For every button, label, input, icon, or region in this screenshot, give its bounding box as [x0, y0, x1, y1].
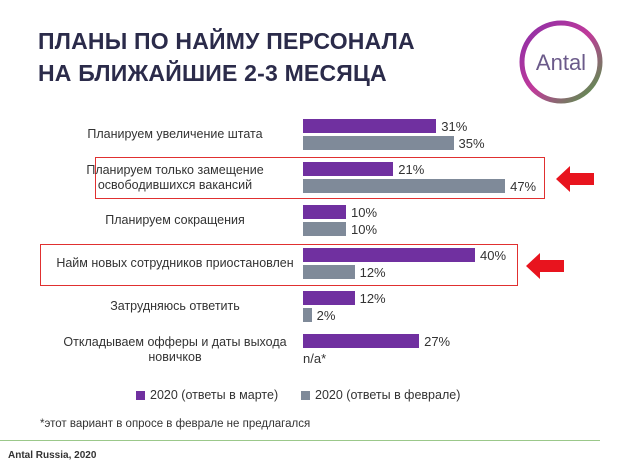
- bar: [303, 119, 437, 133]
- bar: [303, 222, 346, 236]
- category-label: Откладываем офферы и даты выхода новичко…: [63, 334, 287, 364]
- legend-swatch: [301, 391, 310, 400]
- highlight-box: [40, 244, 518, 286]
- legend-label: 2020 (ответы в марте): [150, 388, 279, 402]
- value-label: 27%: [424, 334, 451, 349]
- value-label: 40%: [480, 248, 507, 263]
- value-label: 10%: [351, 222, 378, 237]
- footnote: *этот вариант в опросе в феврале не пред…: [40, 418, 311, 430]
- value-label: 35%: [458, 136, 485, 151]
- bar: [303, 205, 346, 219]
- arrow: [526, 253, 564, 279]
- bar: [303, 265, 355, 279]
- value-label: 2%: [316, 308, 336, 323]
- value-label: 12%: [359, 265, 386, 280]
- category-label: Затрудняюсь ответить: [110, 299, 240, 313]
- bar: [303, 248, 475, 262]
- bar: [303, 162, 394, 176]
- highlight-box: [95, 157, 545, 199]
- legend-label: 2020 (ответы в феврале): [315, 388, 461, 402]
- title-line: НА БЛИЖАЙШИЕ 2-3 МЕСЯЦА: [38, 60, 387, 86]
- category-label: Планируем только замещение освободившихс…: [86, 162, 264, 192]
- bar: [303, 136, 454, 150]
- bar: [303, 291, 355, 305]
- arrow: [556, 166, 594, 192]
- category-label: Найм новых сотрудников приостановлен: [56, 256, 294, 270]
- value-label: 47%: [510, 179, 537, 194]
- divider: [0, 440, 600, 441]
- logo: Antal: [519, 20, 603, 104]
- source: Antal Russia, 2020: [8, 450, 97, 461]
- value-label: 31%: [441, 119, 468, 134]
- bar: [303, 179, 506, 193]
- bar: [303, 334, 420, 348]
- value-label: 10%: [351, 205, 378, 220]
- legend-swatch: [136, 391, 145, 400]
- category-label: Планируем сокращения: [105, 213, 245, 227]
- title-line: ПЛАНЫ ПО НАЙМУ ПЕРСОНАЛА: [38, 28, 415, 54]
- value-label: 12%: [359, 291, 386, 306]
- logo-ring: [519, 20, 603, 104]
- bar: [303, 308, 312, 322]
- value-label: 21%: [398, 162, 425, 177]
- value-label: n/a*: [303, 351, 327, 366]
- logo-text: Antal: [536, 50, 586, 75]
- category-label: Планируем увеличение штата: [87, 127, 263, 141]
